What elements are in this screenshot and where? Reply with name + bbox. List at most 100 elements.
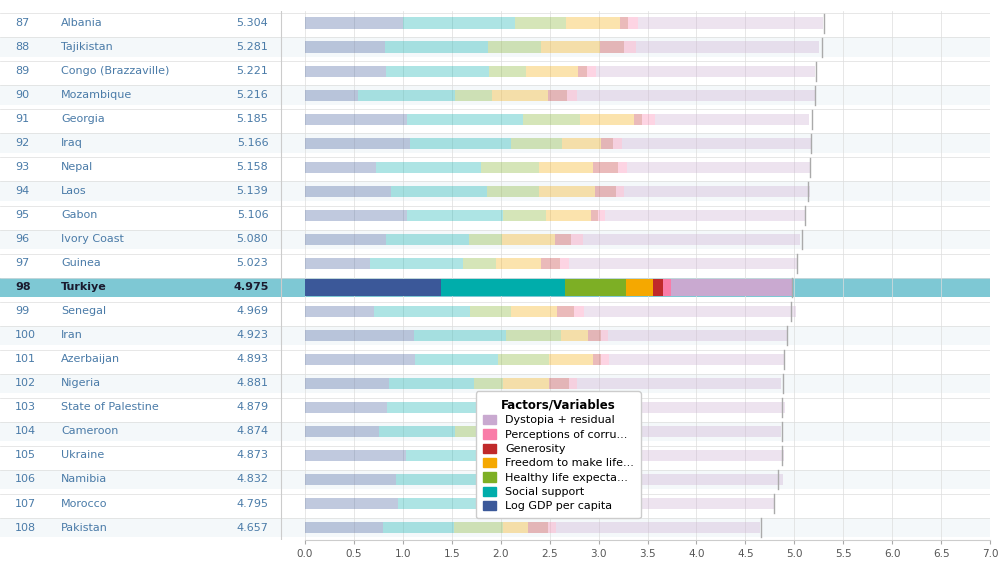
Bar: [0, 422, 305, 441]
Bar: [536, 402, 562, 413]
Bar: [591, 210, 598, 221]
Text: Congo (Brazzaville): Congo (Brazzaville): [61, 66, 169, 76]
Text: 5.221: 5.221: [237, 66, 268, 76]
Text: Morocco: Morocco: [61, 498, 108, 509]
Bar: [305, 185, 391, 197]
Text: 96: 96: [15, 234, 29, 244]
Bar: [584, 306, 796, 317]
Bar: [561, 450, 591, 461]
Bar: [541, 42, 600, 53]
Bar: [598, 210, 605, 221]
Bar: [305, 450, 406, 461]
Bar: [575, 498, 582, 509]
Bar: [622, 138, 811, 149]
Text: State of Palestine: State of Palestine: [61, 402, 159, 413]
Bar: [595, 474, 783, 485]
Bar: [565, 279, 626, 296]
Bar: [565, 498, 575, 509]
Bar: [627, 161, 811, 173]
Text: 102: 102: [15, 378, 36, 388]
Bar: [305, 470, 990, 490]
Text: 4.874: 4.874: [236, 427, 268, 437]
Bar: [0, 61, 305, 81]
Bar: [374, 306, 470, 317]
Text: Albania: Albania: [61, 18, 103, 28]
Bar: [624, 42, 636, 53]
Bar: [569, 257, 798, 269]
Bar: [503, 210, 546, 221]
Bar: [528, 522, 548, 533]
Bar: [531, 498, 565, 509]
Text: 104: 104: [15, 427, 36, 437]
Text: 87: 87: [15, 18, 30, 28]
Text: 89: 89: [15, 66, 30, 76]
Text: Ukraine: Ukraine: [61, 451, 104, 460]
Text: Cameroon: Cameroon: [61, 427, 118, 437]
Bar: [562, 138, 601, 149]
Bar: [618, 161, 627, 173]
Bar: [0, 133, 305, 153]
Bar: [515, 17, 566, 29]
Text: Turkiye: Turkiye: [61, 282, 107, 292]
Bar: [0, 278, 305, 297]
Text: Guinea: Guinea: [61, 259, 101, 269]
Bar: [487, 185, 539, 197]
Bar: [469, 234, 502, 245]
Bar: [605, 210, 806, 221]
Bar: [484, 425, 531, 437]
Text: 5.080: 5.080: [237, 234, 268, 244]
Bar: [655, 114, 809, 125]
Bar: [0, 350, 305, 369]
Bar: [620, 17, 628, 29]
Text: Iran: Iran: [61, 330, 83, 341]
Bar: [391, 185, 487, 197]
Text: 5.139: 5.139: [237, 187, 268, 196]
Bar: [305, 38, 990, 57]
Bar: [574, 306, 584, 317]
Bar: [539, 185, 595, 197]
Text: 5.216: 5.216: [237, 90, 268, 100]
Bar: [305, 518, 990, 537]
Bar: [569, 378, 577, 389]
Bar: [634, 114, 642, 125]
Bar: [616, 185, 624, 197]
Bar: [305, 66, 386, 77]
Text: Tajikistan: Tajikistan: [61, 42, 113, 52]
Bar: [386, 234, 469, 245]
Bar: [624, 185, 810, 197]
Bar: [587, 474, 595, 485]
Bar: [305, 133, 990, 153]
Bar: [567, 89, 577, 101]
Bar: [305, 85, 990, 105]
Bar: [498, 353, 549, 365]
Bar: [628, 17, 638, 29]
Bar: [577, 89, 815, 101]
Bar: [0, 302, 305, 321]
Bar: [455, 89, 492, 101]
Bar: [593, 353, 601, 365]
Bar: [389, 378, 474, 389]
Bar: [496, 257, 541, 269]
Bar: [305, 498, 398, 509]
Text: 103: 103: [15, 402, 36, 413]
Bar: [489, 66, 526, 77]
Bar: [0, 110, 305, 129]
Bar: [305, 89, 358, 101]
Bar: [596, 66, 815, 77]
Text: 105: 105: [15, 451, 36, 460]
Bar: [305, 110, 990, 129]
Bar: [305, 234, 386, 245]
Text: 92: 92: [15, 138, 30, 148]
Text: 5.166: 5.166: [237, 138, 268, 148]
Bar: [588, 402, 784, 413]
Bar: [406, 450, 511, 461]
Text: Pakistan: Pakistan: [61, 523, 108, 533]
Text: 90: 90: [15, 90, 29, 100]
Text: 5.185: 5.185: [237, 114, 268, 124]
Bar: [403, 17, 515, 29]
Text: 94: 94: [15, 187, 30, 196]
Bar: [305, 229, 990, 249]
Text: 93: 93: [15, 162, 29, 173]
Bar: [376, 161, 481, 173]
Bar: [305, 397, 990, 418]
